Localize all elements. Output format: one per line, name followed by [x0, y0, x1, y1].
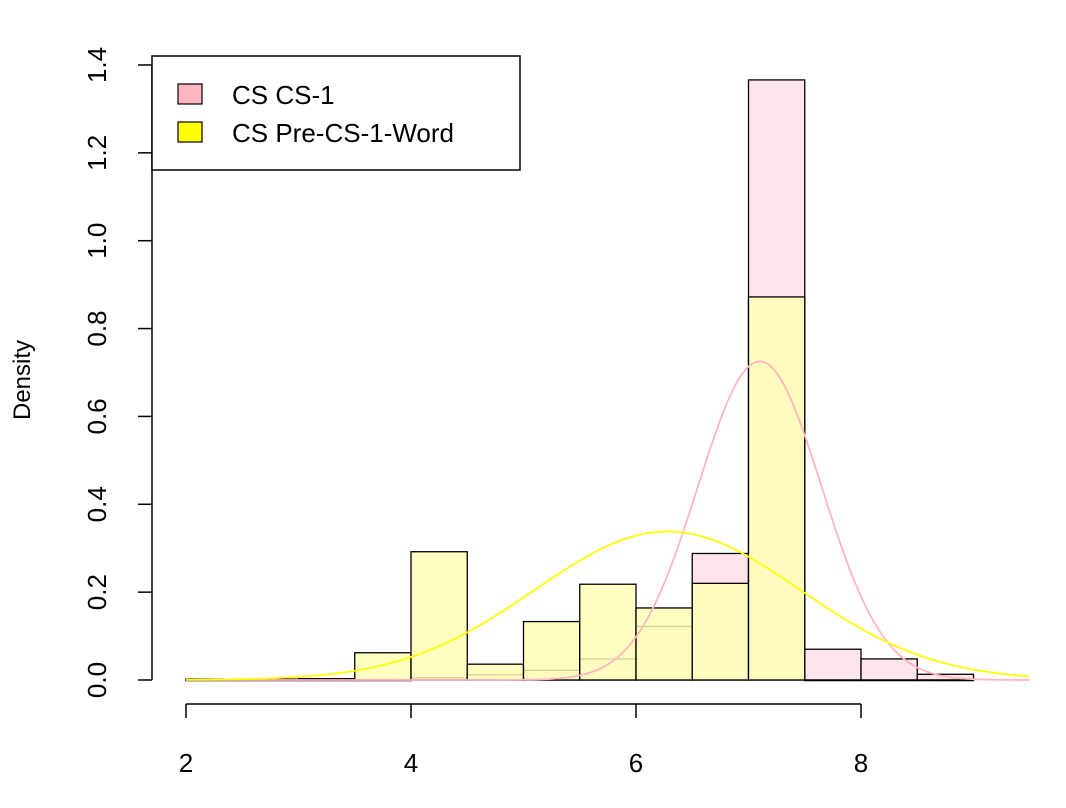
bar-series-1-bin-4: [410, 551, 468, 681]
density-curve-series-1: [185, 530, 1030, 681]
y-tick-label-7: 1.4: [82, 47, 112, 83]
bars-layer: [185, 79, 975, 682]
legend-box: [151, 55, 521, 171]
bar-series-1-bin-10: [747, 296, 806, 681]
legend-swatch-cs-cs-1: [177, 83, 203, 105]
bar-series-1-bin-13: [916, 679, 975, 682]
x-tick-label-1: 4: [404, 748, 418, 778]
x-tick-label-2: 6: [629, 748, 643, 778]
legend: CS CS-1 CS Pre-CS-1-Word: [151, 55, 521, 171]
y-axis: 0.0 0.2 0.4 0.6 0.8 1.0 1.2 1.4: [82, 47, 153, 698]
density-curve-series-0: [186, 360, 1030, 681]
bar-series-1-bin-6: [522, 620, 581, 681]
y-tick-label-2: 0.4: [82, 486, 112, 522]
bar-series-1-bin-9: [691, 582, 750, 681]
legend-label-cs-pre-cs-1-word: CS Pre-CS-1-Word: [232, 118, 454, 148]
y-tick-label-0: 0.0: [82, 662, 112, 698]
bar-series-1-bin-3: [354, 652, 412, 681]
bar-series-0-bin-11: [804, 648, 862, 681]
bar-series-1-bin-12: [860, 679, 918, 682]
y-tick-label-6: 1.2: [82, 135, 112, 171]
legend-label-cs-cs-1: CS CS-1: [232, 80, 335, 110]
y-axis-title: Density: [9, 340, 36, 420]
x-axis: 2 4 6 8: [179, 703, 868, 778]
density-curves-layer: [185, 360, 1030, 681]
y-tick-label-4: 0.8: [82, 310, 112, 346]
x-tick-label-0: 2: [179, 748, 193, 778]
y-tick-label-1: 0.2: [82, 574, 112, 610]
x-tick-label-3: 8: [854, 748, 868, 778]
y-tick-label-5: 1.0: [82, 223, 112, 259]
y-tick-label-3: 0.6: [82, 398, 112, 434]
legend-swatch-cs-pre-cs-1-word: [177, 121, 203, 143]
bar-series-1-bin-7: [579, 583, 637, 681]
bar-series-1-bin-8: [635, 607, 693, 681]
bar-series-1-bin-5: [466, 663, 525, 681]
bar-series-1-bin-11: [804, 679, 862, 682]
